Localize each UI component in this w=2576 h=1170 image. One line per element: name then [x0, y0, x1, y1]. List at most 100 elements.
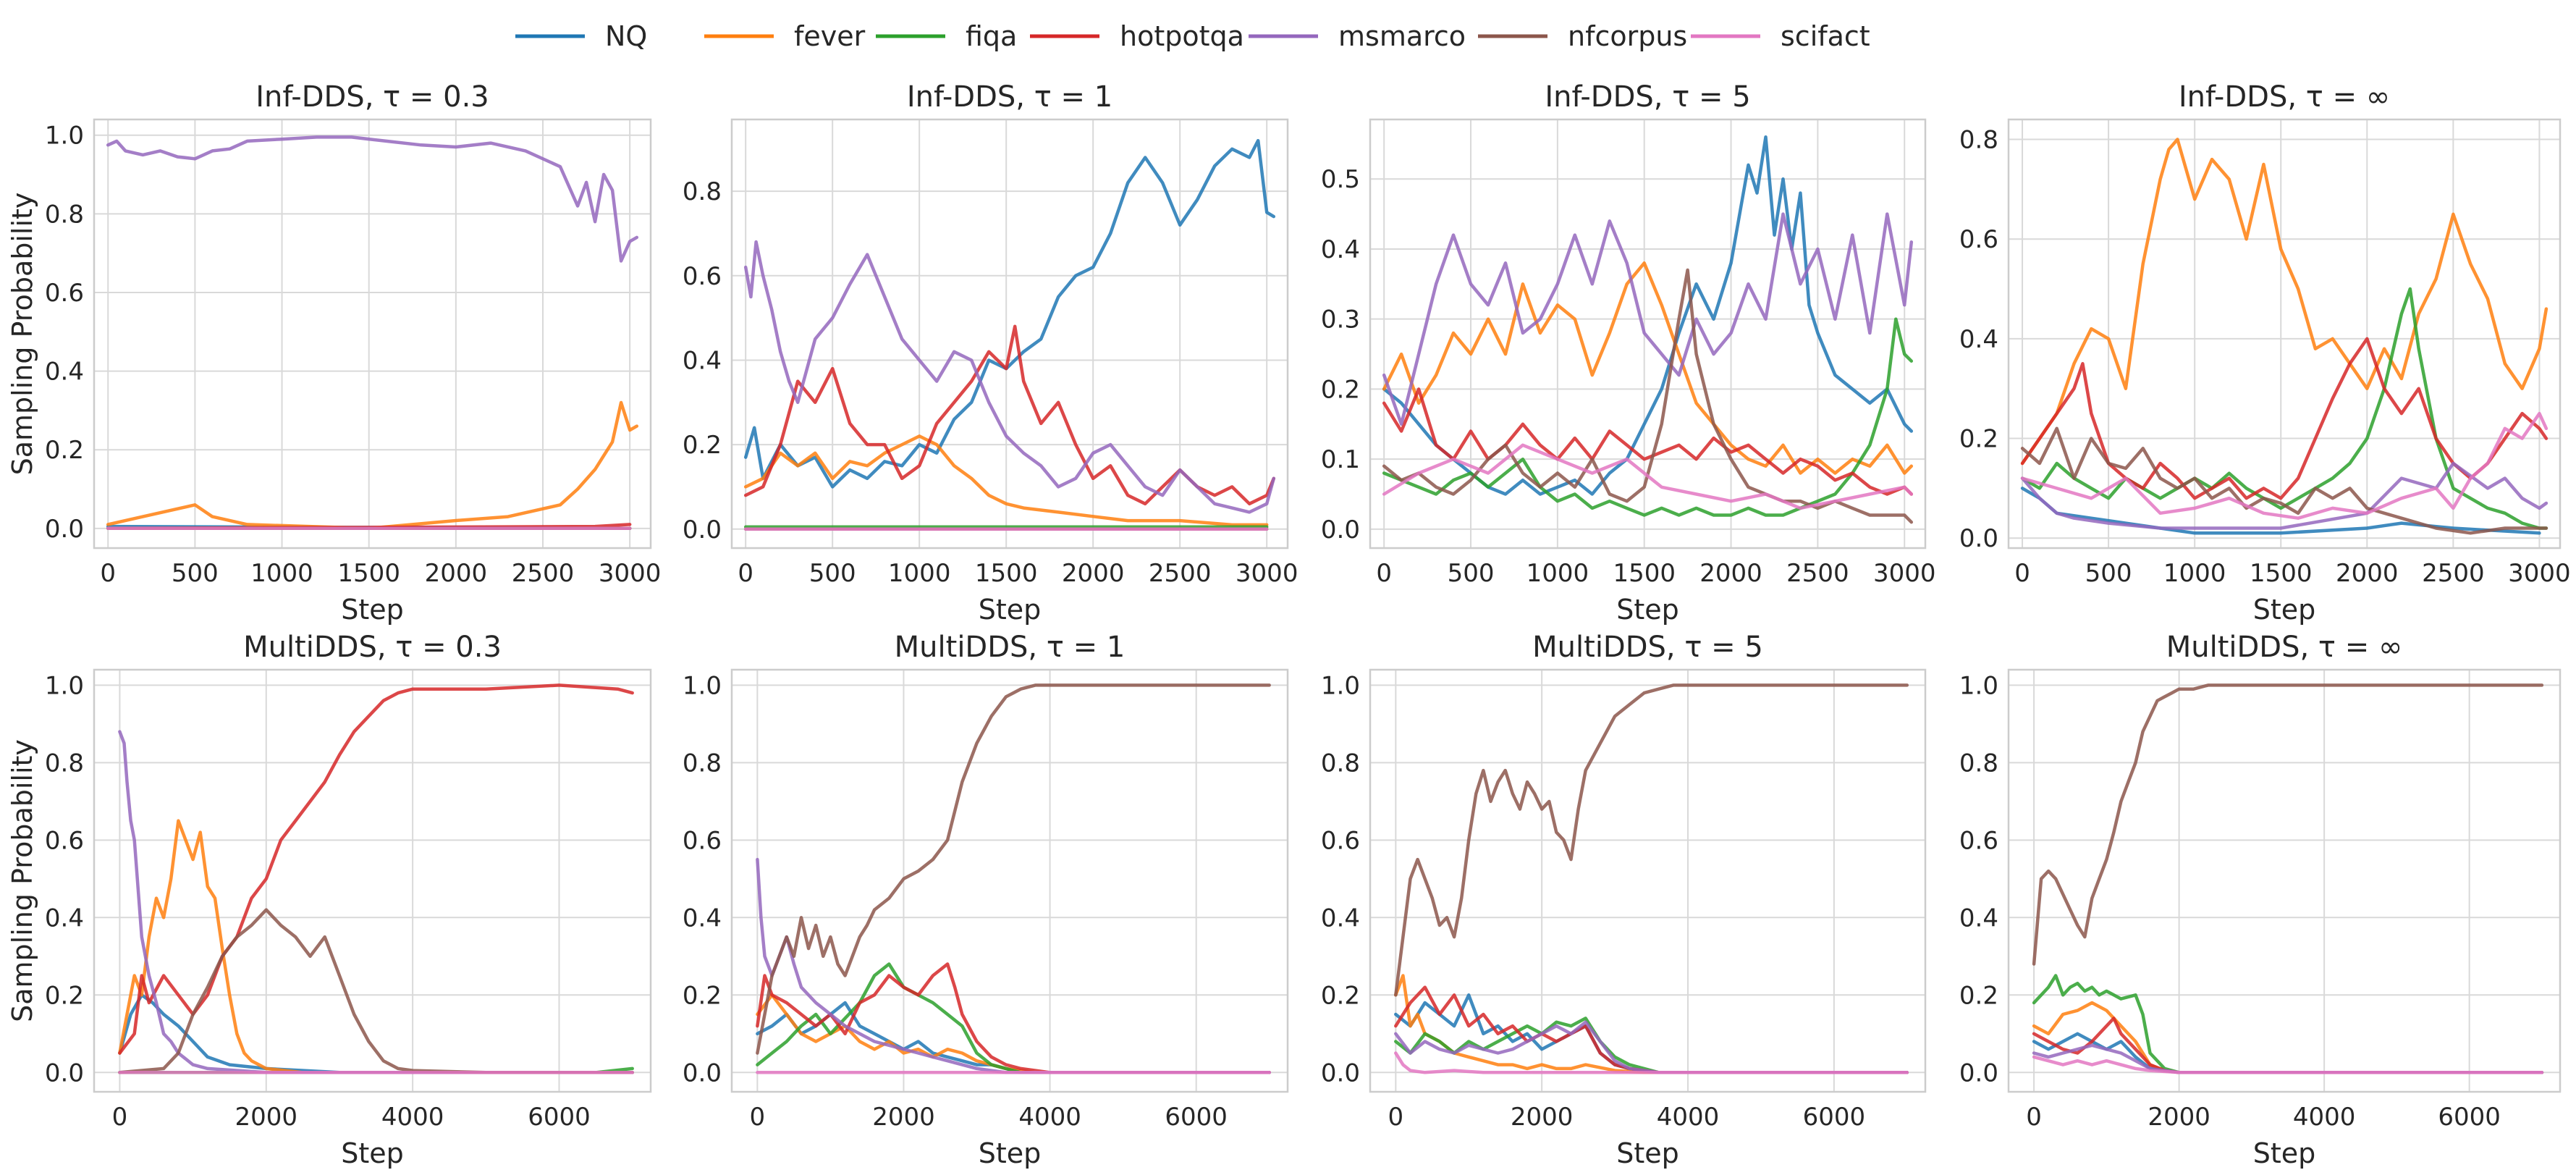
y-tick-label: 0.6: [45, 826, 84, 855]
series-line-scifact: [1382, 443, 1914, 510]
y-tick-label: 0.4: [45, 904, 84, 933]
subplot-1: 0 500 1000 1500 2000 2500 3000 0.0 0.2 0.4 0.6 0.8 1…: [7, 80, 661, 626]
y-tick-label: 0.8: [45, 200, 84, 229]
x-tick-label: 1000: [2163, 559, 2226, 588]
series-line-nfcorpus: [2020, 426, 2548, 535]
series-line-fever: [743, 434, 1269, 527]
plot-area: [732, 670, 1288, 1092]
series-line-msmarco: [118, 730, 634, 1074]
subplot-title: MultiDDS, τ = 5: [1532, 631, 1763, 664]
x-tick-label: 2000: [235, 1103, 298, 1132]
x-tick-label: 1000: [1526, 559, 1589, 588]
y-tick-label: 0.8: [1959, 749, 1998, 778]
series-group: [1394, 683, 1909, 1074]
x-tick-label: 2500: [1786, 559, 1849, 588]
y-tick-label: 0.8: [683, 177, 722, 206]
series-group: [756, 683, 1271, 1074]
subplot-title: MultiDDS, τ = ∞: [2166, 631, 2403, 664]
series-line-nfcorpus: [1394, 683, 1909, 997]
x-axis-label: Step: [979, 594, 1042, 626]
x-tick-label: 0: [1376, 559, 1392, 588]
subplot-title: Inf-DDS, τ = ∞: [2179, 80, 2390, 114]
series-line-fever: [756, 993, 1271, 1074]
y-tick-label: 0.4: [1321, 904, 1360, 933]
series-line-nq: [743, 138, 1276, 489]
x-axis-label: Step: [2253, 594, 2316, 626]
y-tick-label: 0.0: [1959, 1059, 1998, 1087]
series-line-msmarco: [743, 240, 1276, 514]
y-tick-label: 0.0: [683, 515, 722, 544]
plot-area: [94, 670, 651, 1092]
legend-label: fever: [794, 20, 866, 52]
y-tick-label: 0.2: [1321, 375, 1360, 404]
series-line-fiqa: [1394, 1017, 1909, 1074]
x-tick-label: 500: [2085, 559, 2132, 588]
legend-label: nfcorpus: [1568, 20, 1687, 52]
x-tick-label: 3000: [1236, 559, 1298, 588]
y-tick-label: 0.2: [1959, 981, 1998, 1010]
axes-frame: [1369, 668, 1927, 1093]
series-line-fever: [2020, 138, 2548, 466]
series-line-fever: [106, 400, 639, 531]
y-tick-label: 0.4: [45, 358, 84, 387]
x-tick-label: 4000: [1657, 1103, 1720, 1132]
legend-label: scifact: [1781, 20, 1870, 52]
x-tick-label: 500: [1448, 559, 1495, 588]
y-tick-label: 0.2: [683, 981, 722, 1010]
y-tick-label: 0.2: [45, 981, 84, 1010]
series-line-fiqa: [1382, 317, 1914, 517]
series-group: [106, 135, 639, 531]
legend-item-scifact: scifact: [1691, 20, 1870, 52]
x-tick-label: 2000: [1062, 559, 1125, 588]
x-tick-label: 2000: [1511, 1103, 1574, 1132]
subplot-2: 0 500 1000 1500 2000 2500 3000 0.0 0.2 0.4 0.6 0.8 I…: [683, 80, 1298, 626]
x-tick-label: 1000: [250, 559, 313, 588]
series-group: [2032, 683, 2544, 1074]
legend-label: fiqa: [966, 20, 1017, 52]
y-tick-label: 0.8: [45, 749, 84, 778]
y-tick-label: 1.0: [683, 671, 722, 700]
x-tick-label: 1000: [888, 559, 951, 588]
x-tick-label: 500: [172, 559, 219, 588]
x-axis-label: Step: [341, 1137, 404, 1169]
x-tick-label: 0: [112, 1103, 128, 1132]
y-axis-label: Sampling Probability: [7, 193, 38, 476]
y-tick-label: 0.2: [683, 431, 722, 460]
y-tick-label: 0.6: [683, 826, 722, 855]
subplot-4: 0 500 1000 1500 2000 2500 3000 0.0 0.2 0.4 0.6 0.8 I…: [1959, 80, 2571, 626]
x-tick-label: 0: [2014, 559, 2030, 588]
y-tick-label: 0.8: [1321, 749, 1360, 778]
x-tick-label: 2000: [2148, 1103, 2210, 1132]
series-group: [1382, 135, 1914, 524]
axes-frame: [93, 668, 652, 1093]
x-tick-label: 500: [809, 559, 856, 588]
y-tick-label: 0.4: [1321, 235, 1360, 264]
subplot-title: Inf-DDS, τ = 0.3: [256, 80, 489, 114]
y-tick-label: 0.4: [683, 904, 722, 933]
x-tick-label: 6000: [2438, 1103, 2501, 1132]
x-tick-label: 4000: [381, 1103, 444, 1132]
series-line-hotpotqa: [118, 683, 634, 1055]
x-tick-label: 4000: [2293, 1103, 2356, 1132]
legend-item-msmarco: msmarco: [1249, 20, 1466, 52]
x-axis-label: Step: [979, 1137, 1042, 1169]
plot-area: [2009, 119, 2560, 548]
subplot-grid: 0 500 1000 1500 2000 2500 3000 0.0 0.2 0.4 0.6 0.8 1…: [7, 80, 2571, 1169]
y-tick-label: 0.0: [45, 1059, 84, 1087]
x-axis-label: Step: [341, 594, 404, 626]
x-axis-label: Step: [2253, 1137, 2316, 1169]
series-line-fiqa: [2020, 287, 2548, 530]
subplot-7: 0 2000 4000 6000 0.0 0.2 0.4 0.6 0.8 1.0 MultiDDS,…: [1321, 631, 1927, 1169]
series-line-msmarco: [1394, 1020, 1909, 1074]
series-line-fever: [118, 819, 634, 1074]
series-line-nfcorpus: [2032, 683, 2544, 966]
legend-item-nfcorpus: nfcorpus: [1478, 20, 1687, 52]
y-tick-label: 0.6: [45, 279, 84, 308]
legend-item-fever: fever: [704, 20, 866, 52]
series-line-scifact: [2020, 411, 2548, 520]
subplot-title: Inf-DDS, τ = 1: [907, 80, 1112, 114]
series-line-nfcorpus: [118, 908, 634, 1074]
y-tick-label: 0.4: [1959, 904, 1998, 933]
subplot-6: 0 2000 4000 6000 0.0 0.2 0.4 0.6 0.8 1.0 MultiDDS,…: [683, 631, 1289, 1169]
x-tick-label: 2000: [2336, 559, 2399, 588]
